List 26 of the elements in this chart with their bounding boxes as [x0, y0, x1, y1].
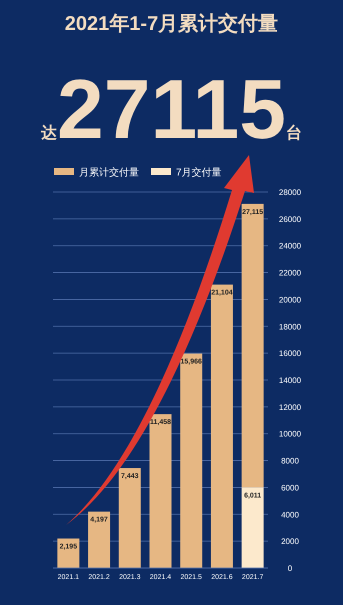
- legend-label: 7月交付量: [176, 166, 222, 178]
- y-tick-label: 16000: [278, 349, 302, 358]
- y-tick-label: 10000: [278, 430, 302, 439]
- bar: [210, 284, 233, 568]
- y-tick-label: 18000: [278, 322, 302, 332]
- legend-label: 月累计交付量: [79, 166, 139, 178]
- bar: [150, 414, 172, 568]
- y-tick-label: 4000: [281, 510, 300, 520]
- y-tick-label: 28000: [278, 188, 302, 197]
- bar: [118, 468, 141, 568]
- y-tick-label: 2000: [281, 537, 300, 546]
- bar: [242, 487, 264, 568]
- y-tick-label: 0: [288, 564, 293, 573]
- y-tick-label: 20000: [278, 295, 302, 304]
- y-tick-label: 14000: [278, 376, 302, 385]
- chart-subtitle: 达27115台: [40, 62, 302, 156]
- y-tick-label: 6000: [281, 483, 300, 492]
- y-tick-label: 26000: [278, 214, 302, 224]
- chart-title: 2021年1-7月累计交付量: [64, 12, 278, 35]
- bar: [180, 354, 202, 568]
- y-tick-label: 22000: [278, 268, 302, 278]
- y-tick-label: 8000: [281, 456, 300, 466]
- bar: [88, 512, 110, 568]
- y-tick-label: 24000: [278, 242, 302, 251]
- y-tick-label: 12000: [278, 402, 302, 412]
- bar: [242, 204, 264, 488]
